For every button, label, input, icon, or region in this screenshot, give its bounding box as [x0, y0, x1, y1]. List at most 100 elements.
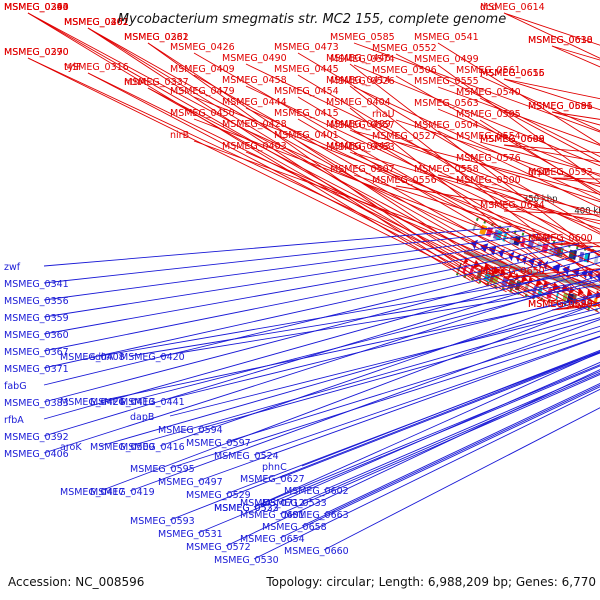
- forward-label-line: [349, 151, 600, 267]
- reverse-gene-arrow: [498, 248, 505, 259]
- reverse-label-line: [129, 280, 600, 402]
- forward-gene-label: MSMEG_0500: [456, 175, 521, 186]
- reverse-label-line: [129, 318, 600, 492]
- reverse-label-line: [169, 307, 600, 417]
- forward-gene-label: MSMEG_0401: [274, 130, 339, 141]
- forward-gene-label: MSMEG_0592: [528, 167, 593, 178]
- reverse-gene-label: MSMEG_0356: [4, 296, 69, 307]
- reverse-gene-label: MSMEG_0419: [90, 487, 155, 498]
- forward-gene-label: MSMEG_0555: [414, 76, 479, 87]
- reverse-label-line: [301, 349, 600, 467]
- reverse-label-line: [43, 255, 600, 403]
- forward-gene-label: MSMEG_0404: [326, 97, 391, 108]
- forward-gene-label: MSMEG_0361: [64, 17, 129, 28]
- reverse-label-line: [225, 325, 600, 443]
- forward-label-line: [27, 57, 553, 305]
- forward-label-line: [437, 130, 600, 209]
- reverse-gene-label: MSMEG_0658: [262, 522, 327, 533]
- reverse-label-line: [159, 292, 600, 402]
- reverse-label-line: [197, 365, 600, 534]
- reverse-label-line: [301, 372, 600, 503]
- forward-label-line: [147, 42, 489, 287]
- feature-block: [586, 253, 591, 263]
- reverse-label-line: [43, 275, 600, 454]
- forward-gene-label: MSMEG_0576: [456, 153, 521, 164]
- reverse-label-line: [43, 237, 552, 318]
- forward-gene-label: MSMEG_0473: [274, 42, 339, 53]
- forward-gene-label: MSMEG_0553: [330, 142, 395, 153]
- forward-label-line: [297, 118, 600, 297]
- backbone-ring: [463, 250, 600, 290]
- reverse-label-line: [197, 336, 600, 482]
- reverse-label-line: [43, 243, 580, 352]
- reverse-label-line: [99, 295, 600, 402]
- forward-gene-label: rhaB: [528, 233, 550, 244]
- reverse-gene-label: MSMEG_0417: [60, 487, 125, 498]
- forward-label-line: [297, 52, 600, 233]
- forward-label-line: [395, 53, 600, 158]
- forward-label-line: [349, 129, 600, 248]
- reverse-label-line: [159, 284, 600, 357]
- forward-gene-label: MSMEG_0499: [414, 54, 479, 65]
- forward-gene-label: MSMEG_0428: [222, 119, 287, 130]
- forward-label-line: [437, 42, 600, 145]
- reverse-gene-label: MSMEG_0392: [4, 432, 69, 443]
- forward-gene-label: MSMEG_0638: [528, 35, 593, 46]
- forward-gene-label: MSMEG_0561: [456, 65, 521, 76]
- reverse-gene-label: zwf: [4, 262, 21, 273]
- forward-gene-label: MSMEG_0479: [170, 86, 235, 97]
- reverse-gene-label: MSMEG_0712: [240, 498, 305, 509]
- forward-gene-label: MSMEG_0596: [528, 101, 593, 112]
- reverse-label-line: [253, 335, 600, 456]
- forward-gene-label: MSMEG_0414: [326, 75, 391, 86]
- forward-gene-label: MSMEG_0541: [414, 32, 479, 43]
- forward-gene-label: MSMEG_0407: [64, 17, 129, 28]
- forward-label-line: [193, 118, 600, 273]
- backbone-highlight: [465, 248, 600, 285]
- forward-gene-label: MSMEG_0409: [170, 64, 235, 75]
- forward-gene-label: MSMEG_0689: [480, 134, 545, 145]
- forward-label-line: [87, 27, 480, 284]
- reverse-label-line: [99, 269, 600, 357]
- reverse-gene-label: MSMEG_0532: [214, 503, 279, 514]
- reverse-label-line: [225, 351, 600, 495]
- reverse-gene-label: MSMEG_0597: [186, 438, 251, 449]
- reverse-gene-label: MSMEG_0595: [130, 464, 195, 475]
- forward-gene-label: MSMEG_0450: [170, 108, 235, 119]
- forward-label-line: [193, 140, 600, 289]
- forward-label-line: [193, 96, 600, 256]
- feature-block: [479, 224, 488, 236]
- reverse-gene-label: MSMEG_0593: [130, 516, 195, 527]
- forward-gene-label: MSMEG_0506: [372, 65, 437, 76]
- reverse-label-line: [197, 317, 600, 430]
- reverse-label-line: [279, 352, 600, 479]
- forward-gene-label: MSMEG_0598: [528, 299, 593, 310]
- forward-label-line: [395, 119, 600, 188]
- reverse-gene-label: MSMEG_0367: [4, 347, 69, 358]
- reverse-gene-label: MSMEG_0416: [120, 442, 185, 453]
- reverse-label-line: [129, 278, 600, 357]
- feature-block: [535, 242, 542, 252]
- reverse-gene-label: MSMEG_0572: [186, 542, 251, 553]
- forward-label-line: [353, 130, 600, 195]
- reverse-gene-label: MSMEG_0660: [284, 546, 349, 557]
- forward-gene-label: MSMEG_0650: [480, 266, 545, 277]
- forward-gene-label: MSMEG_0540: [456, 87, 521, 98]
- reverse-label-line: [323, 407, 600, 551]
- forward-gene-arrow: [542, 279, 549, 289]
- forward-label-line: [503, 78, 600, 111]
- forward-gene-label: MSMEG_0552: [372, 43, 437, 54]
- reverse-gene-label: MSMEG_0424: [60, 397, 125, 408]
- reverse-gene-label: MSMEG_0654: [240, 534, 305, 545]
- forward-gene-label: MSMEG_0344: [4, 2, 69, 13]
- reverse-gene-label: MSMEG_0663: [284, 510, 349, 521]
- forward-gene-label: MSMEG_0556: [372, 175, 437, 186]
- reverse-label-line: [43, 230, 525, 284]
- feature-block: [472, 222, 478, 232]
- reverse-gene-label: aroK: [60, 442, 82, 453]
- forward-gene-label: rhaU: [372, 109, 395, 120]
- forward-label-line: [503, 144, 600, 163]
- forward-label-line: [353, 64, 600, 167]
- forward-label-line: [349, 63, 600, 258]
